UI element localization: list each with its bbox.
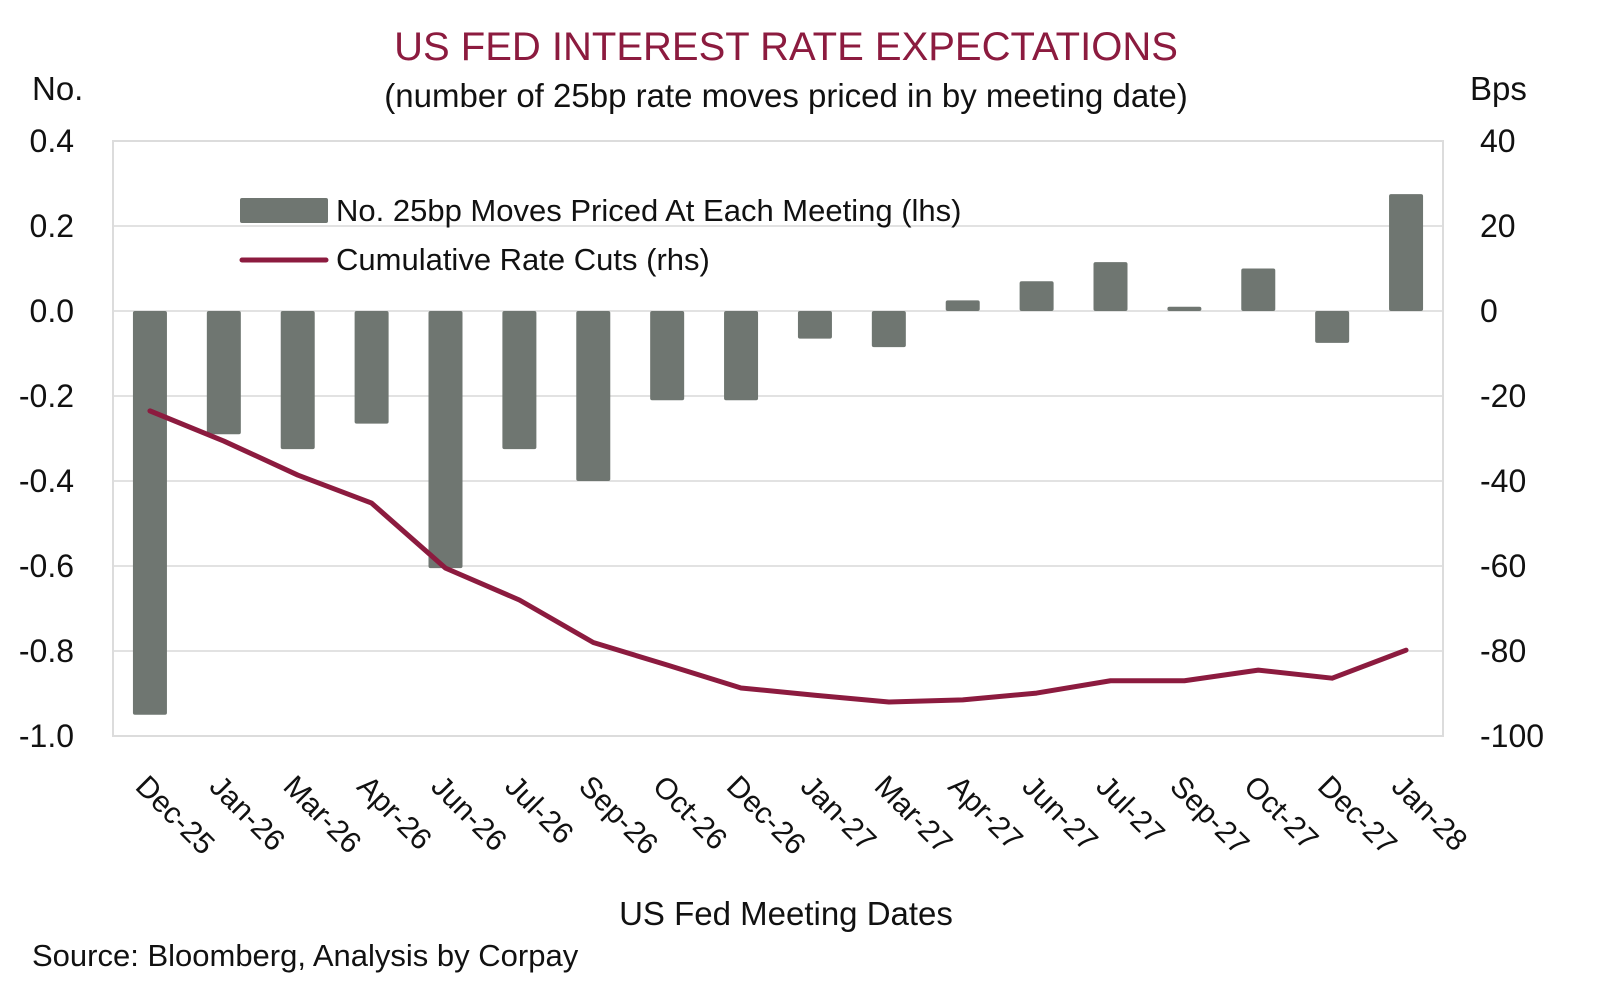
bar-series <box>132 194 1424 715</box>
bar <box>576 311 611 481</box>
legend-bar-label: No. 25bp Moves Priced At Each Meeting (l… <box>336 193 961 228</box>
x-tick-label: Jul-26 <box>498 770 579 851</box>
right-axis-unit: Bps <box>1470 70 1527 107</box>
x-tick-label: Oct-27 <box>1237 770 1324 857</box>
x-tick-label: Jan-26 <box>203 770 291 858</box>
bar <box>354 311 389 424</box>
right-tick-label: -20 <box>1480 378 1526 414</box>
x-tick-label: Sep-26 <box>572 770 664 862</box>
x-tick-label: Oct-26 <box>646 770 733 857</box>
x-tick-label: Jun-26 <box>425 770 513 858</box>
x-tick-label: Jun-27 <box>1016 770 1104 858</box>
bar <box>797 311 832 339</box>
x-axis-ticks: Dec-25Jan-26Mar-26Apr-26Jun-26Jul-26Sep-… <box>129 770 1473 862</box>
left-tick-label: -0.8 <box>19 633 74 669</box>
left-tick-label: 0.4 <box>30 123 74 159</box>
plot-frame <box>112 140 1444 737</box>
right-tick-label: 0 <box>1480 293 1498 329</box>
x-tick-label: Mar-27 <box>868 770 959 861</box>
x-tick-label: Jan-28 <box>1385 770 1473 858</box>
left-tick-label: -0.4 <box>19 463 74 499</box>
x-tick-label: Dec-25 <box>129 770 221 862</box>
legend-line-label: Cumulative Rate Cuts (rhs) <box>336 242 710 277</box>
right-tick-label: -60 <box>1480 548 1526 584</box>
left-tick-label: -0.2 <box>19 378 74 414</box>
x-tick-label: Apr-27 <box>942 770 1029 857</box>
legend-bar-swatch <box>240 198 328 223</box>
x-tick-label: Mar-26 <box>277 770 368 861</box>
source-note: Source: Bloomberg, Analysis by Corpay <box>32 938 579 973</box>
x-tick-label: Dec-27 <box>1311 770 1403 862</box>
left-tick-label: 0.2 <box>30 208 74 244</box>
right-tick-label: -100 <box>1480 718 1544 754</box>
bar <box>132 311 167 715</box>
bar <box>280 311 315 450</box>
bar <box>724 311 759 401</box>
bar <box>428 311 463 569</box>
bar <box>206 311 241 435</box>
line-series <box>147 408 1409 705</box>
x-tick-label: Apr-26 <box>351 770 438 857</box>
chart-subtitle: (number of 25bp rate moves priced in by … <box>384 77 1187 114</box>
left-tick-label: -1.0 <box>19 718 74 754</box>
bar <box>650 311 685 401</box>
x-tick-label: Jul-27 <box>1090 770 1171 851</box>
chart-title: US FED INTEREST RATE EXPECTATIONS <box>394 25 1178 69</box>
bar <box>1315 311 1350 343</box>
bar <box>502 311 537 450</box>
bar <box>1093 262 1128 311</box>
right-tick-label: -80 <box>1480 633 1526 669</box>
bar <box>1389 194 1424 311</box>
bar <box>945 300 980 311</box>
cumulative-line <box>147 408 1409 705</box>
x-tick-label: Dec-26 <box>720 770 812 862</box>
right-tick-label: 20 <box>1480 208 1516 244</box>
bar <box>1241 268 1276 311</box>
left-tick-label: 0.0 <box>30 293 74 329</box>
x-tick-label: Jan-27 <box>794 770 882 858</box>
right-tick-label: -40 <box>1480 463 1526 499</box>
x-tick-label: Sep-27 <box>1163 770 1255 862</box>
legend: No. 25bp Moves Priced At Each Meeting (l… <box>239 193 961 277</box>
left-axis-ticks: 0.4 0.2 0.0 -0.2 -0.4 -0.6 -0.8 -1.0 <box>19 123 74 754</box>
left-axis-unit: No. <box>32 70 83 107</box>
right-tick-label: 40 <box>1480 123 1516 159</box>
bar <box>1167 306 1202 311</box>
x-axis-label: US Fed Meeting Dates <box>619 895 953 932</box>
bar <box>871 311 906 348</box>
left-tick-label: -0.6 <box>19 548 74 584</box>
gridlines <box>113 140 1443 737</box>
bar <box>1019 281 1054 311</box>
right-axis-ticks: 40 20 0 -20 -40 -60 -80 -100 <box>1480 123 1544 754</box>
